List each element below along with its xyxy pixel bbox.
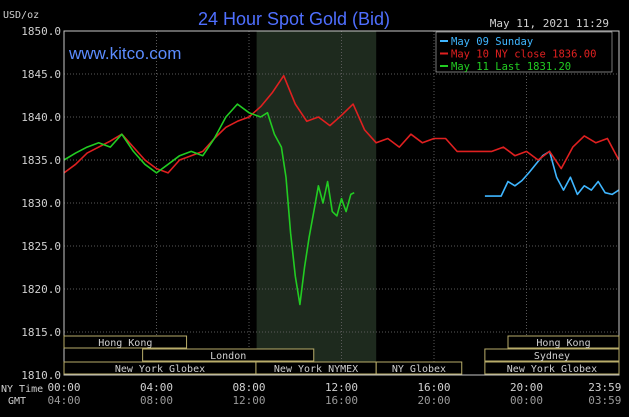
session-new-york-nymex-label: New York NYMEX [274,364,358,375]
ny-time-tick-label: 16:00 [417,381,450,394]
series-line-may11-last [63,103,355,306]
y-tick-label: 1825.0 [21,240,61,253]
gmt-tick-label: 20:00 [417,394,450,407]
ny-time-tick-label: 08:00 [232,381,265,394]
gmt-tick-label: 04:00 [47,394,80,407]
gmt-tick-label: 00:00 [510,394,543,407]
y-tick-label: 1810.0 [21,369,61,382]
market-sessions: Hong Kong Hong Kong London Sydney New York G… [63,335,620,375]
session-london-box [142,348,315,362]
y-axis-unit-label: USD/oz [3,10,39,21]
session-ny-globex-box [375,361,463,375]
session-new-york-globex-label: New York Globex [115,364,205,375]
session-new-york-globex-late-label: New York Globex [507,364,597,375]
ny-time-tick-label: 23:59 [588,381,621,394]
y-tick-label: 1840.0 [21,111,61,124]
session-sydney-box [484,348,620,362]
legend-item-label: May 11 Last 1831.20 [451,61,571,73]
legend-item-label: May 09 Sunday [451,36,533,48]
legend-box [435,31,613,73]
ny-time-row-label: NY Time [1,384,43,395]
ny-time-tick-label: 04:00 [140,381,173,394]
session-new-york-globex-late-box [484,361,620,375]
ny-time-tick-label: 00:00 [47,381,80,394]
y-tick-label: 1845.0 [21,68,61,81]
y-axis-tick-labels: 1810.0 1815.0 1820.0 1825.0 1830.0 1835.0 1840… [21,25,61,382]
legend-item-label: May 10 NY close 1836.00 [451,49,596,61]
y-tick-label: 1850.0 [21,25,61,38]
chart-title: 24 Hour Spot Gold (Bid) [198,9,390,29]
y-tick-label: 1815.0 [21,326,61,339]
ny-time-tick-label: 20:00 [510,381,543,394]
session-hong-kong-box [63,335,188,349]
plot-frame [63,30,620,376]
series-line-may10-ny-close [63,74,620,174]
session-hong-kong-late-box [507,335,620,349]
time-axis: NY TimeGMT00:0004:0004:0008:0008:0012:00… [1,381,621,407]
session-hong-kong-label: Hong Kong [98,338,152,349]
gmt-tick-label: 16:00 [325,394,358,407]
session-london-label: London [210,351,246,362]
ny-time-tick-label: 12:00 [325,381,358,394]
gmt-row-label: GMT [8,396,26,407]
y-tick-label: 1820.0 [21,283,61,296]
session-sydney-label: Sydney [534,351,570,362]
y-tick-label: 1835.0 [21,154,61,167]
session-hong-kong-late-label: Hong Kong [536,338,590,349]
series-line-may09-sunday [484,150,620,197]
session-ny-globex-label: NY Globex [392,364,446,375]
gmt-tick-label: 08:00 [140,394,173,407]
gmt-tick-label: 12:00 [232,394,265,407]
series-layer [63,74,620,306]
kitco-watermark: www.kitco.com [68,44,181,63]
y-tick-label: 1830.0 [21,197,61,210]
gmt-tick-label: 03:59 [588,394,621,407]
timestamp: May 11, 2021 11:29 [490,17,609,30]
